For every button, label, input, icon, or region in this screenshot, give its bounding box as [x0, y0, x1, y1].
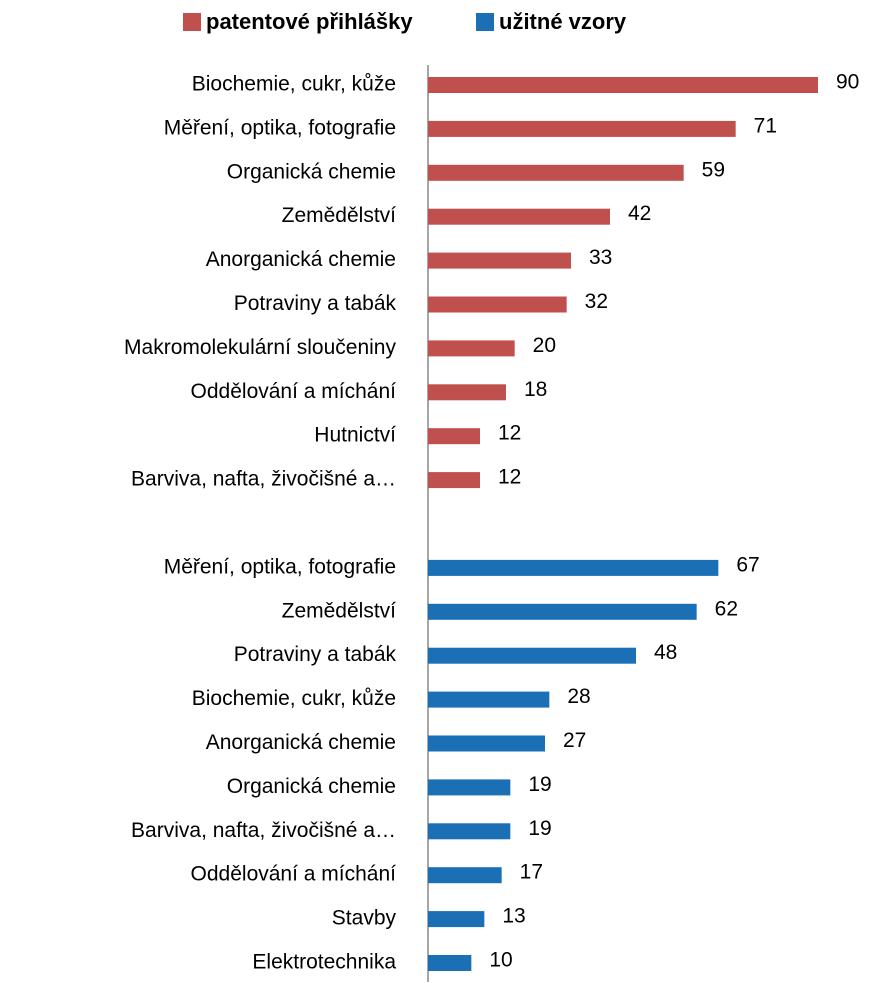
- value-label: 17: [520, 861, 543, 884]
- y-tick-label: Barviva, nafta, živočišné a…: [131, 819, 396, 842]
- y-tick-label: Anorganická chemie: [206, 248, 396, 271]
- value-label: 20: [533, 334, 556, 357]
- value-label: 27: [563, 729, 586, 752]
- value-label: 33: [589, 246, 612, 269]
- value-label: 10: [489, 949, 512, 972]
- value-label: 32: [585, 290, 608, 313]
- y-tick-label: Anorganická chemie: [206, 731, 396, 754]
- y-tick-label: Zemědělství: [282, 204, 397, 227]
- value-label: 48: [654, 641, 677, 664]
- y-tick-label: Biochemie, cukr, kůže: [192, 687, 396, 710]
- bar: [428, 735, 545, 752]
- bar: [428, 472, 480, 489]
- bar: [428, 428, 480, 445]
- legend-swatch: [476, 13, 494, 31]
- value-label: 19: [528, 773, 551, 796]
- y-tick-label: Makromolekulární sloučeniny: [124, 336, 396, 359]
- bar: [428, 867, 502, 884]
- y-tick-label: Elektrotechnika: [252, 951, 396, 974]
- value-label: 62: [715, 597, 738, 620]
- y-tick-label: Oddělování a míchání: [191, 380, 397, 403]
- bar: [428, 384, 506, 401]
- bar: [428, 296, 567, 313]
- bar: [428, 559, 719, 576]
- value-label: 71: [754, 114, 777, 137]
- y-tick-label: Oddělování a míchání: [191, 863, 397, 886]
- legend-label: patentové přihlášky: [206, 9, 413, 34]
- y-tick-label: Potraviny a tabák: [234, 292, 397, 315]
- y-tick-label: Organická chemie: [227, 775, 396, 798]
- bar: [428, 647, 636, 664]
- bar: [428, 603, 697, 620]
- y-tick-label: Měření, optika, fotografie: [164, 555, 396, 578]
- value-label: 19: [528, 817, 551, 840]
- y-tick-label: Barviva, nafta, živočišné a…: [131, 468, 396, 491]
- bar: [428, 691, 550, 708]
- bar: [428, 779, 511, 796]
- bar: [428, 77, 818, 93]
- y-tick-label: Hutnictví: [314, 424, 396, 447]
- y-tick-label: Měření, optika, fotografie: [164, 116, 396, 139]
- legend-swatch: [183, 13, 201, 31]
- bar: [428, 911, 485, 928]
- y-tick-label: Potraviny a tabák: [234, 643, 397, 666]
- y-tick-label: Zemědělství: [282, 599, 397, 622]
- bar: [428, 120, 736, 137]
- value-label: 67: [736, 553, 759, 576]
- bar: [428, 208, 610, 225]
- value-label: 18: [524, 378, 547, 401]
- bar: [428, 340, 515, 357]
- bar: [428, 955, 472, 971]
- bar: [428, 823, 511, 840]
- y-tick-label: Stavby: [332, 907, 397, 930]
- value-label: 90: [836, 71, 859, 94]
- legend-label: užitné vzory: [499, 9, 627, 34]
- value-label: 12: [498, 422, 521, 445]
- value-label: 28: [567, 685, 590, 708]
- value-label: 13: [502, 905, 525, 928]
- value-label: 12: [498, 466, 521, 489]
- value-label: 59: [702, 158, 725, 181]
- bar: [428, 252, 571, 269]
- y-tick-label: Biochemie, cukr, kůže: [192, 73, 396, 96]
- y-tick-label: Organická chemie: [227, 160, 396, 183]
- value-label: 42: [628, 202, 651, 225]
- bar: [428, 164, 684, 181]
